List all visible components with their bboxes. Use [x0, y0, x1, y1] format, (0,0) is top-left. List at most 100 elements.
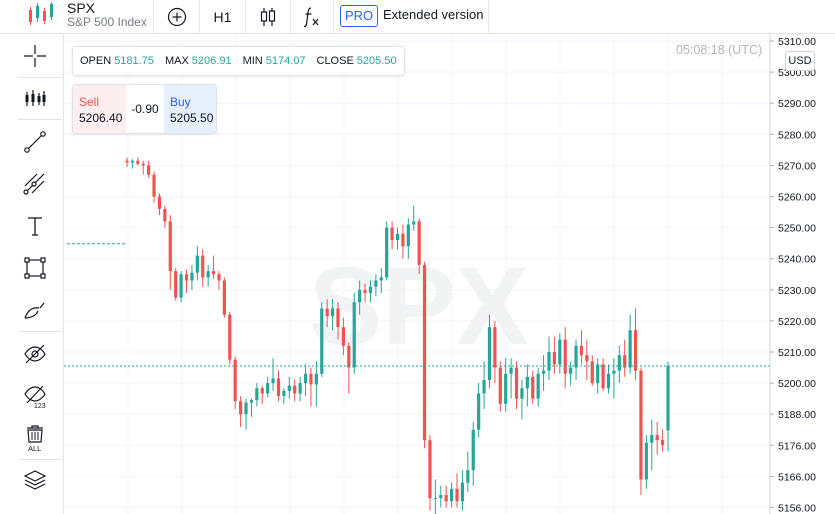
- hide-values-label: 123: [34, 403, 46, 409]
- low-label: MIN: [242, 55, 263, 67]
- candle: [255, 383, 259, 407]
- candle: [325, 299, 329, 328]
- buy-button[interactable]: Buy 5205.50: [164, 85, 216, 133]
- candle: [471, 421, 475, 486]
- hide-values-icon: 123: [24, 385, 46, 409]
- text-icon: [28, 217, 42, 236]
- sell-button[interactable]: Sell 5206.40: [73, 85, 126, 133]
- price-axis: 5310.005300.005290.005280.005270.005260.…: [769, 34, 835, 514]
- candle-body: [460, 482, 465, 502]
- candle: [547, 336, 551, 380]
- trend-line-tool[interactable]: [22, 128, 62, 156]
- pitchfork-icon: [23, 173, 45, 195]
- divider: [199, 0, 200, 34]
- candle: [466, 451, 470, 492]
- layers-tool[interactable]: [22, 466, 62, 494]
- hide-values-tool[interactable]: 123: [22, 382, 62, 410]
- candle-body: [536, 373, 540, 399]
- candle-body: [450, 488, 454, 502]
- candle-body: [147, 165, 151, 175]
- candle: [633, 308, 638, 380]
- candle: [233, 356, 237, 410]
- interval-button[interactable]: H1: [200, 0, 245, 34]
- candle-body: [541, 370, 546, 374]
- currency-button[interactable]: USD: [785, 51, 815, 71]
- candle-body: [433, 498, 437, 500]
- candle-body: [239, 401, 243, 415]
- candle: [563, 327, 567, 389]
- candle-body: [509, 367, 513, 374]
- candle-body: [617, 355, 621, 371]
- more-tools-button[interactable]: [22, 504, 62, 514]
- candle: [168, 215, 172, 290]
- candle: [249, 398, 254, 417]
- candle-body: [130, 160, 135, 163]
- candle-body: [563, 339, 567, 374]
- divider: [333, 0, 334, 34]
- candle-body: [590, 361, 594, 384]
- text-tool[interactable]: [22, 212, 62, 240]
- candle: [509, 358, 513, 399]
- candle: [590, 355, 594, 386]
- price-tick-label: 5250.00: [778, 223, 816, 235]
- indicators-button[interactable]: [291, 0, 333, 34]
- candle: [298, 376, 302, 402]
- candle-body: [195, 255, 199, 273]
- indicators-icon: [25, 90, 46, 106]
- price-tick-label: 5240.00: [778, 254, 816, 266]
- delete-all-tool[interactable]: ALL: [22, 424, 62, 452]
- candle-body: [666, 365, 670, 431]
- candle: [531, 370, 535, 404]
- candle-body: [520, 388, 524, 399]
- candle-body: [585, 355, 589, 362]
- price-tick-label: 5260.00: [778, 192, 816, 204]
- candle: [520, 379, 524, 420]
- trade-widget: Sell 5206.40 -0.90 Buy 5205.50: [72, 84, 217, 134]
- chart-type-button[interactable]: [246, 0, 290, 34]
- candle-body: [644, 442, 648, 480]
- divider: [245, 0, 246, 34]
- candle: [244, 398, 248, 430]
- candle-body: [444, 495, 448, 502]
- symbol-name[interactable]: SPX: [67, 0, 96, 16]
- candle-body: [395, 233, 400, 241]
- candle-body: [211, 271, 216, 275]
- candle: [341, 317, 345, 356]
- rectangle-tool[interactable]: [22, 254, 62, 282]
- candle-body: [336, 308, 340, 328]
- candle: [579, 330, 584, 365]
- candle: [157, 193, 162, 216]
- candle-body: [596, 364, 600, 384]
- candle: [195, 246, 199, 281]
- candle: [644, 434, 648, 489]
- hide-drawings-tool[interactable]: [22, 340, 62, 368]
- extended-version-link[interactable]: Extended version: [383, 7, 484, 22]
- brush-tool[interactable]: [22, 296, 62, 324]
- candle: [401, 224, 405, 259]
- candle: [141, 160, 145, 175]
- crosshair-tool[interactable]: [22, 42, 62, 70]
- price-tick-label: 5220.00: [778, 316, 816, 328]
- price-axis-bg: [770, 34, 835, 514]
- candle: [574, 339, 578, 380]
- pitchfork-tool[interactable]: [22, 170, 62, 198]
- candle: [450, 482, 454, 508]
- pro-badge[interactable]: PRO: [340, 5, 379, 27]
- candle-type-icon: [260, 8, 276, 26]
- candle: [184, 269, 189, 293]
- candle-body: [206, 271, 210, 278]
- candle-body: [455, 488, 459, 502]
- drawing-toolbar: 123 ALL: [0, 34, 64, 514]
- candle: [417, 218, 421, 275]
- candle-body: [628, 330, 632, 368]
- candle-body: [623, 355, 627, 368]
- indicators-tool[interactable]: [22, 84, 62, 112]
- candle-body: [606, 373, 611, 389]
- divider: [18, 459, 62, 460]
- candle: [422, 261, 427, 449]
- candle-body: [655, 434, 659, 441]
- candle: [347, 342, 351, 394]
- candle: [190, 264, 194, 290]
- compare-symbol-button[interactable]: [154, 0, 199, 34]
- candle-body: [406, 224, 410, 247]
